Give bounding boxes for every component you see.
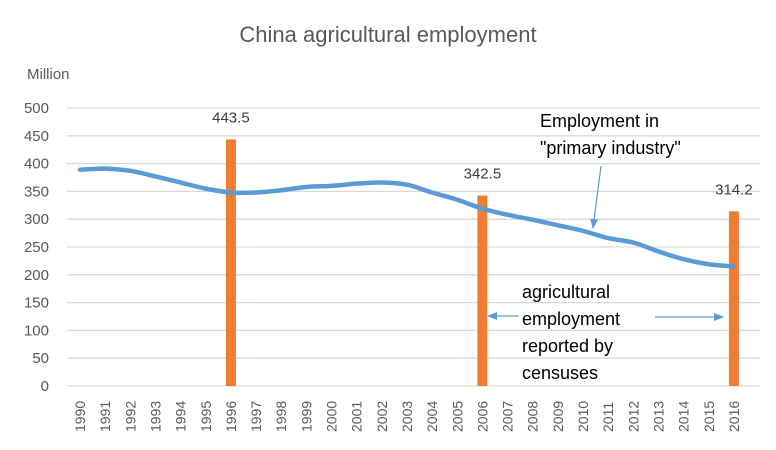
x-tick-label: 2006 — [474, 401, 490, 432]
x-tick-label: 1998 — [273, 401, 289, 432]
y-tick-label: 500 — [24, 100, 49, 117]
annotation-arrow-icon — [590, 165, 602, 229]
x-tick-label: 2005 — [449, 401, 465, 432]
gridlines — [67, 107, 760, 387]
annotation-primary-industry-text: Employment in — [540, 111, 659, 131]
x-tick-label: 2012 — [625, 401, 641, 432]
y-axis-unit-label: Million — [27, 66, 70, 83]
y-tick-label: 100 — [24, 322, 49, 339]
x-tick-label: 1993 — [147, 401, 163, 432]
primary-industry-line — [77, 166, 737, 269]
y-tick-label: 400 — [24, 156, 49, 173]
bar-value-label: 443.5 — [212, 109, 250, 126]
x-tick-label: 1992 — [122, 401, 138, 432]
x-tick-label: 2000 — [324, 401, 340, 432]
x-tick-label: 1997 — [248, 401, 264, 432]
y-tick-label: 450 — [24, 128, 49, 145]
y-axis-ticks: 0 50 100 150 200 250 300 350 400 450 500 — [24, 100, 49, 395]
x-tick-label: 1996 — [223, 401, 239, 432]
x-tick-label: 2010 — [575, 401, 591, 432]
y-tick-label: 250 — [24, 239, 49, 256]
x-tick-label: 2003 — [399, 401, 415, 432]
chart-title: China agricultural employment — [239, 22, 537, 47]
primary-industry-line-path — [77, 166, 737, 269]
x-axis-ticks: 1990 1991 1992 1993 1994 1995 1996 1997 1998 1999… — [72, 401, 742, 432]
x-tick-label: 2014 — [676, 401, 692, 432]
x-tick-label: 1990 — [72, 401, 88, 432]
x-tick-label: 2015 — [701, 401, 717, 432]
y-tick-label: 200 — [24, 267, 49, 284]
y-tick-label: 50 — [32, 350, 49, 367]
bar-value-label: 314.2 — [715, 181, 753, 198]
annotation-census-text: reported by — [522, 336, 613, 356]
x-tick-label: 2004 — [424, 401, 440, 432]
x-tick-label: 1999 — [298, 401, 314, 432]
x-tick-label: 2007 — [500, 401, 516, 432]
x-tick-label: 2008 — [525, 401, 541, 432]
annotation-primary-industry-text: "primary industry" — [540, 138, 681, 158]
census-bar — [225, 139, 236, 386]
x-tick-label: 1991 — [97, 401, 113, 432]
y-tick-label: 300 — [24, 211, 49, 228]
x-tick-label: 2011 — [600, 402, 616, 432]
y-tick-label: 0 — [41, 378, 49, 395]
x-tick-label: 1994 — [173, 401, 189, 432]
x-tick-label: 1995 — [198, 401, 214, 432]
annotation-census-text: employment — [522, 309, 620, 329]
x-tick-label: 2001 — [349, 401, 365, 432]
census-bar — [477, 195, 488, 386]
census-bars — [225, 139, 739, 386]
y-tick-label: 350 — [24, 183, 49, 200]
y-tick-label: 150 — [24, 295, 49, 312]
x-tick-label: 2016 — [726, 401, 742, 432]
annotation-census-text: agricultural — [522, 282, 610, 302]
annotations: Employment in "primary industry" agricultu… — [487, 111, 724, 383]
annotation-census-text: censuses — [522, 363, 598, 383]
bar-value-label: 342.5 — [464, 166, 502, 183]
census-bar — [728, 211, 739, 386]
x-tick-label: 2009 — [550, 401, 566, 432]
x-tick-label: 2002 — [374, 401, 390, 432]
x-tick-label: 2013 — [650, 401, 666, 432]
bar-data-labels: 443.5 342.5 314.2 — [212, 109, 753, 198]
